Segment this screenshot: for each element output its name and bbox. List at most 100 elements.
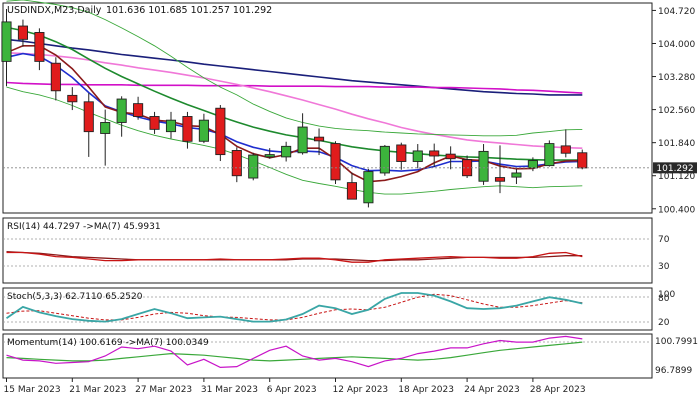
date-tick-label: 18 Apr 2023	[398, 385, 454, 395]
candle	[281, 141, 292, 162]
candle	[17, 19, 29, 47]
candle-body	[182, 116, 193, 142]
candle	[50, 57, 61, 101]
candle-body	[165, 119, 177, 133]
candle-body	[281, 145, 292, 158]
candle	[396, 142, 407, 170]
candle	[379, 144, 390, 176]
candle	[560, 129, 571, 158]
date-tick-label: 21 Mar 2023	[69, 385, 126, 395]
candle	[264, 148, 275, 159]
candle-body	[83, 101, 94, 133]
momentum-signal-line	[6, 341, 583, 362]
band-line	[6, 86, 583, 195]
candle	[478, 144, 489, 185]
candle-body	[412, 150, 423, 162]
candle	[494, 145, 506, 194]
stoch-line	[5, 292, 583, 323]
ohlc-label: 101.636 101.685 101.257 101.292	[106, 5, 272, 16]
candle-body	[544, 143, 555, 167]
rsi-label: RSI(14) 44.7297 ->MA(7) 45.9931	[7, 222, 161, 232]
momentum-tick-high: 100.7991	[655, 337, 698, 347]
candle-body	[478, 150, 489, 182]
candle-body	[429, 150, 440, 157]
candle-body	[100, 122, 111, 134]
ma-magenta-line	[6, 81, 583, 94]
date-tick-label: 12 Apr 2023	[333, 385, 389, 395]
candle-body	[445, 153, 456, 160]
candle-body	[248, 154, 259, 179]
rsi-tick-30: 30	[658, 262, 670, 272]
candle	[511, 168, 522, 184]
momentum-panel-frame	[2, 333, 653, 379]
candle-body	[297, 126, 308, 154]
price-tick-label: 101.840	[658, 139, 695, 149]
momentum-label: Momentum(14) 100.6169 ->MA(7) 100.0349	[7, 338, 209, 348]
candle-body	[67, 94, 78, 103]
candle-body	[50, 62, 61, 92]
stoch-tick-100: 100	[658, 290, 675, 300]
candle	[412, 144, 423, 169]
candle-body	[264, 154, 275, 158]
candle-body	[231, 150, 242, 177]
candle	[198, 113, 209, 144]
ma-navy-line	[6, 38, 583, 96]
date-axis: 15 Mar 2023 21 Mar 2023 27 Mar 2023 31 Mar …	[4, 378, 586, 395]
date-tick-label: 28 Apr 2023	[530, 385, 586, 395]
candle-body	[314, 136, 325, 142]
stoch-signal-line	[6, 293, 583, 321]
date-tick-label: 24 Apr 2023	[464, 385, 520, 395]
rsi-tick-70: 70	[658, 235, 670, 245]
current-price-label: 101.292	[656, 164, 693, 174]
candle	[248, 152, 259, 181]
candles	[1, 9, 588, 208]
candle	[83, 93, 94, 157]
candle	[544, 140, 555, 167]
candle-body	[363, 171, 374, 204]
date-tick-label: 6 Apr 2023	[267, 385, 317, 395]
rsi-panel-frame	[2, 217, 653, 284]
candle-body	[494, 177, 506, 182]
candle-body	[577, 152, 588, 169]
price-tick-label: 103.280	[658, 73, 695, 83]
current-price-box: 101.292	[653, 162, 697, 174]
candle-body	[379, 145, 390, 174]
ma-pink-line	[6, 51, 583, 149]
candle-body	[511, 172, 522, 178]
momentum-line	[6, 335, 583, 369]
stoch-tick-20: 20	[658, 318, 670, 328]
price-tick-label: 100.400	[658, 205, 695, 215]
band-line	[6, 0, 583, 137]
stoch-panel-frame	[2, 287, 653, 331]
candle-body	[116, 98, 127, 123]
candle	[149, 111, 160, 134]
candle-body	[396, 144, 407, 162]
candle-body	[1, 21, 12, 62]
symbol-label: USDINDX,M23,Daily	[7, 5, 102, 16]
candle	[34, 28, 45, 71]
stoch-tick-80: 80	[658, 294, 670, 304]
candle	[165, 111, 177, 139]
date-tick-label: 27 Mar 2023	[135, 385, 192, 395]
candle-body	[215, 107, 226, 156]
candle	[445, 146, 456, 170]
candle	[215, 105, 226, 162]
rsi-levels	[3, 238, 652, 267]
price-panel-frame	[2, 2, 653, 214]
candle-body	[34, 32, 45, 62]
price-tick-label: 104.000	[658, 40, 695, 50]
candle	[297, 113, 308, 155]
candle-body	[133, 103, 144, 117]
candle-body	[560, 145, 571, 154]
candle	[363, 168, 374, 208]
candle	[231, 147, 242, 183]
candle	[182, 111, 193, 149]
candle	[133, 96, 144, 120]
price-tick-label: 102.560	[658, 106, 695, 116]
candle	[577, 149, 588, 170]
candle	[346, 172, 358, 200]
moving-averages	[6, 0, 583, 195]
stoch-label: Stoch(5,3,3) 62.7110 65.2520	[7, 292, 143, 302]
candle	[100, 109, 111, 166]
